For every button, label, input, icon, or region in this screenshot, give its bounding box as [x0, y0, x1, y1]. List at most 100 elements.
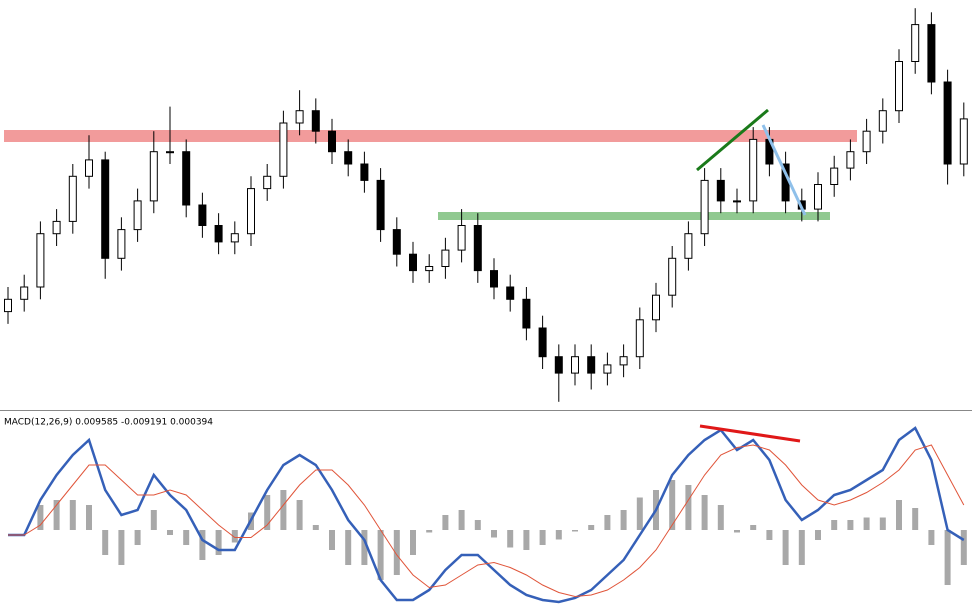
- histogram-bar: [815, 530, 821, 540]
- histogram-bar: [426, 530, 433, 533]
- histogram-bar: [879, 517, 886, 530]
- candle-body: [117, 229, 126, 259]
- candle-body: [506, 286, 515, 300]
- candle-body: [652, 294, 660, 321]
- candle-body: [441, 249, 450, 268]
- price-panel: [4, 8, 968, 402]
- candle-body: [733, 200, 741, 203]
- indicator-label: MACD(12,26,9) 0.009585 -0.009191 0.00039…: [4, 418, 213, 428]
- histogram-bar: [588, 525, 595, 530]
- candle-body: [311, 110, 320, 132]
- candle-body: [198, 204, 207, 226]
- candle-body: [830, 167, 839, 186]
- candle-body: [295, 110, 304, 124]
- histogram-bar: [345, 530, 352, 565]
- histogram-bar: [296, 500, 303, 530]
- candle-body: [68, 175, 77, 222]
- candle-body: [263, 175, 272, 190]
- trend-line: [696, 108, 769, 172]
- histogram-bar: [118, 530, 125, 565]
- histogram-bar: [636, 497, 643, 530]
- candle-body: [149, 151, 158, 202]
- histogram-bar: [863, 517, 870, 530]
- candle-body: [522, 298, 531, 329]
- histogram-bar: [37, 505, 44, 530]
- histogram-bar: [69, 500, 76, 530]
- histogram-bar: [167, 530, 173, 535]
- candle-body: [85, 159, 93, 177]
- histogram-bar: [944, 530, 951, 585]
- histogram-bar: [491, 530, 497, 538]
- histogram-bar: [539, 530, 546, 545]
- histogram-bar: [393, 530, 400, 575]
- candle-body: [360, 163, 369, 181]
- candle-body: [571, 356, 579, 374]
- histogram-bar: [474, 520, 481, 530]
- candle-body: [279, 122, 288, 177]
- candle-body: [473, 225, 482, 272]
- macd-line: [8, 426, 965, 604]
- candle-body: [587, 356, 596, 374]
- candle-body: [911, 24, 920, 63]
- macd-panel: [8, 426, 967, 604]
- signal-line: [8, 444, 965, 598]
- histogram-bar: [896, 500, 902, 530]
- candle-body: [4, 298, 12, 313]
- histogram-bar: [734, 530, 740, 533]
- histogram-bar: [831, 520, 838, 530]
- histogram-bar: [960, 530, 967, 565]
- histogram-bar: [507, 530, 514, 548]
- candle-body: [392, 229, 401, 255]
- candle-body: [133, 200, 142, 231]
- histogram-bar: [86, 505, 92, 530]
- candle-body: [668, 257, 677, 296]
- histogram-bar: [134, 530, 141, 545]
- candle-body: [684, 233, 693, 259]
- candle-body: [101, 159, 110, 259]
- histogram-bar: [215, 530, 222, 555]
- histogram-bar: [717, 505, 724, 530]
- candle-body: [52, 220, 61, 235]
- candle-body: [328, 130, 336, 153]
- candle-body: [554, 356, 563, 374]
- histogram-bar: [750, 525, 757, 530]
- candle-body: [943, 81, 952, 165]
- histogram-bar: [798, 530, 805, 565]
- candle-body: [214, 225, 223, 243]
- divergence-line: [699, 424, 801, 443]
- candle-body: [20, 286, 29, 300]
- histogram-bar: [685, 485, 692, 530]
- histogram-bar: [572, 530, 578, 532]
- histogram-bar: [766, 530, 773, 540]
- candle-body: [538, 327, 547, 358]
- candle-body: [490, 270, 498, 288]
- histogram-bar: [377, 530, 384, 580]
- histogram-bar: [53, 500, 60, 530]
- histogram-bar: [312, 525, 319, 530]
- candle-body: [846, 151, 855, 169]
- candle-body: [814, 184, 822, 210]
- candle-body: [895, 61, 903, 112]
- histogram-bar: [928, 530, 935, 545]
- histogram-bar: [442, 515, 449, 530]
- candle-body: [603, 364, 612, 374]
- candle-body: [344, 151, 353, 165]
- candle-body: [927, 24, 936, 83]
- histogram-bar: [604, 515, 611, 530]
- histogram-bar: [329, 530, 335, 550]
- histogram-bar: [620, 510, 627, 530]
- histogram-bar: [280, 490, 287, 530]
- histogram-bar: [847, 520, 854, 530]
- candle-body: [36, 233, 45, 288]
- histogram-bar: [912, 508, 919, 530]
- histogram-bar: [264, 495, 271, 530]
- histogram-bar: [150, 510, 157, 530]
- trend-line: [761, 124, 807, 216]
- histogram-bar: [199, 530, 206, 560]
- histogram-bar: [555, 530, 562, 540]
- candle-body: [376, 179, 385, 231]
- histogram-bar: [458, 510, 465, 530]
- candle-body: [166, 151, 174, 154]
- candle-body: [959, 118, 968, 165]
